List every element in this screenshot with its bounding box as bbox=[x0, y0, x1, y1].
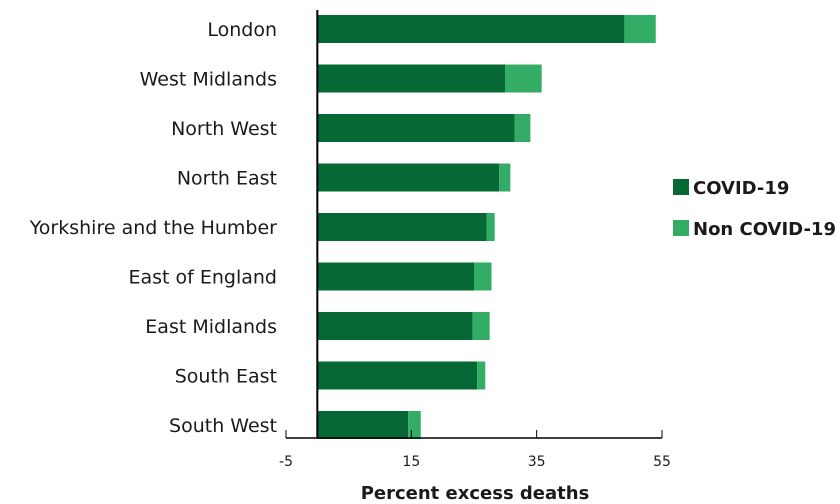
category-label: East of England bbox=[128, 267, 277, 289]
x-tick-label: 15 bbox=[402, 454, 420, 470]
bar-non-covid-0 bbox=[624, 15, 656, 43]
bar-non-covid-1 bbox=[505, 64, 542, 93]
bar-covid-2 bbox=[317, 114, 515, 142]
legend-swatch-non-covid bbox=[673, 220, 689, 236]
category-label: South West bbox=[169, 415, 277, 437]
x-tick-label: -5 bbox=[279, 454, 293, 470]
bars-layer bbox=[317, 15, 656, 439]
x-axis: -5 15 35 55 bbox=[279, 10, 671, 470]
bar-covid-5 bbox=[317, 262, 474, 291]
legend: COVID-19 Non COVID-19 bbox=[673, 178, 836, 240]
bar-non-covid-6 bbox=[472, 312, 490, 340]
legend-label-non-covid: Non COVID-19 bbox=[693, 219, 836, 240]
category-label: London bbox=[207, 19, 277, 41]
x-tick-label: 35 bbox=[528, 454, 546, 470]
bar-non-covid-3 bbox=[499, 163, 511, 192]
x-axis-title: Percent excess deaths bbox=[361, 483, 590, 504]
bar-non-covid-7 bbox=[477, 361, 486, 390]
category-label: East Midlands bbox=[145, 316, 277, 338]
category-label: Yorkshire and the Humber bbox=[29, 217, 277, 239]
category-label: West Midlands bbox=[140, 69, 277, 91]
bar-non-covid-5 bbox=[474, 262, 492, 291]
legend-label-covid: COVID-19 bbox=[693, 178, 789, 199]
bar-covid-6 bbox=[317, 312, 473, 340]
bar-non-covid-8 bbox=[408, 411, 421, 439]
legend-swatch-covid bbox=[673, 179, 689, 195]
bar-covid-4 bbox=[317, 213, 487, 241]
bar-non-covid-4 bbox=[486, 213, 495, 241]
category-label: South East bbox=[175, 366, 277, 388]
category-label: North West bbox=[171, 118, 277, 140]
bar-covid-3 bbox=[317, 163, 500, 192]
bar-covid-1 bbox=[317, 64, 506, 93]
bar-covid-0 bbox=[317, 15, 625, 43]
x-tick-label: 55 bbox=[653, 454, 671, 470]
bar-non-covid-2 bbox=[514, 114, 531, 142]
category-labels: London West Midlands North West North East Y… bbox=[29, 19, 277, 437]
bar-covid-7 bbox=[317, 361, 478, 390]
category-label: North East bbox=[177, 168, 277, 190]
bar-covid-8 bbox=[317, 411, 409, 439]
